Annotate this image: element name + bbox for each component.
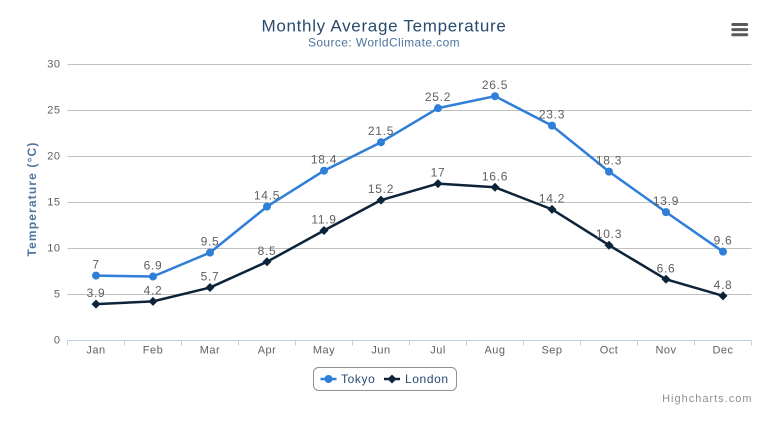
svg-text:Nov: Nov <box>655 345 676 357</box>
svg-text:3.9: 3.9 <box>87 286 106 300</box>
svg-text:0: 0 <box>54 335 61 347</box>
svg-text:6.6: 6.6 <box>657 261 676 275</box>
svg-text:4.8: 4.8 <box>714 278 733 292</box>
svg-text:26.5: 26.5 <box>482 78 508 92</box>
svg-text:Jul: Jul <box>430 345 446 357</box>
svg-text:25: 25 <box>47 105 60 117</box>
svg-text:15: 15 <box>47 197 60 209</box>
svg-text:30: 30 <box>47 59 60 71</box>
svg-text:4.2: 4.2 <box>144 283 163 297</box>
svg-text:Oct: Oct <box>600 345 619 357</box>
svg-text:Jun: Jun <box>371 345 390 357</box>
svg-text:8.5: 8.5 <box>258 244 277 258</box>
svg-text:Mar: Mar <box>200 345 220 357</box>
svg-text:Temperature (°C): Temperature (°C) <box>25 142 39 257</box>
svg-text:5.7: 5.7 <box>201 270 220 284</box>
svg-text:21.5: 21.5 <box>368 124 394 138</box>
svg-text:23.3: 23.3 <box>539 108 565 122</box>
svg-text:Dec: Dec <box>712 345 733 357</box>
svg-text:Monthly Average Temperature: Monthly Average Temperature <box>261 17 506 36</box>
svg-text:10: 10 <box>47 243 60 255</box>
svg-text:Aug: Aug <box>484 345 505 357</box>
svg-text:17: 17 <box>431 166 446 180</box>
svg-text:16.6: 16.6 <box>482 169 508 183</box>
svg-text:9.6: 9.6 <box>714 234 733 248</box>
svg-text:9.5: 9.5 <box>201 235 220 249</box>
svg-text:Tokyo: Tokyo <box>341 372 375 386</box>
svg-text:7: 7 <box>92 258 99 272</box>
svg-text:13.9: 13.9 <box>653 194 679 208</box>
svg-text:Highcharts.com: Highcharts.com <box>662 393 752 405</box>
svg-text:London: London <box>405 372 449 386</box>
svg-text:14.5: 14.5 <box>254 189 280 203</box>
svg-text:Source: WorldClimate.com: Source: WorldClimate.com <box>308 36 460 50</box>
svg-text:May: May <box>313 345 335 357</box>
svg-text:18.3: 18.3 <box>596 154 622 168</box>
svg-text:14.2: 14.2 <box>539 191 565 205</box>
svg-text:Apr: Apr <box>258 345 277 357</box>
svg-text:Feb: Feb <box>143 345 163 357</box>
svg-text:6.9: 6.9 <box>144 259 163 273</box>
svg-text:5: 5 <box>54 289 61 301</box>
svg-text:25.2: 25.2 <box>425 90 451 104</box>
svg-text:Sep: Sep <box>541 345 562 357</box>
svg-text:20: 20 <box>47 151 60 163</box>
svg-text:18.4: 18.4 <box>311 153 337 167</box>
svg-text:Jan: Jan <box>86 345 105 357</box>
svg-text:15.2: 15.2 <box>368 182 394 196</box>
svg-text:11.9: 11.9 <box>311 213 336 227</box>
svg-text:10.3: 10.3 <box>596 227 622 241</box>
